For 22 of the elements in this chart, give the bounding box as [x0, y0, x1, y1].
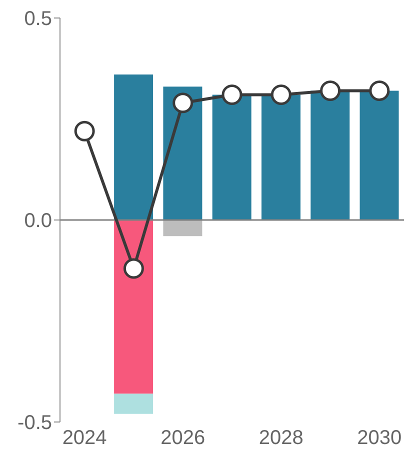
x-tick-label: 2024: [62, 427, 107, 450]
point: [222, 84, 242, 106]
y-tick-label: 0.0: [24, 210, 52, 232]
bar: [310, 90, 350, 220]
x-tick-label: 2026: [160, 427, 206, 450]
y-tick-label: -0.5: [18, 412, 52, 434]
y-tick-label: 0.5: [24, 8, 52, 30]
point: [369, 80, 390, 101]
bar: [261, 94, 300, 220]
bar: [114, 74, 154, 220]
point: [172, 92, 194, 114]
bar: [114, 394, 154, 414]
bar: [114, 220, 154, 394]
point: [123, 258, 144, 279]
x-tick-label: 2028: [258, 427, 304, 450]
point: [270, 84, 292, 106]
x-tick-label: 2030: [357, 427, 402, 450]
bar: [163, 220, 202, 236]
point: [74, 120, 95, 142]
point: [320, 80, 341, 101]
bar: [360, 90, 399, 220]
bar: [212, 94, 252, 220]
